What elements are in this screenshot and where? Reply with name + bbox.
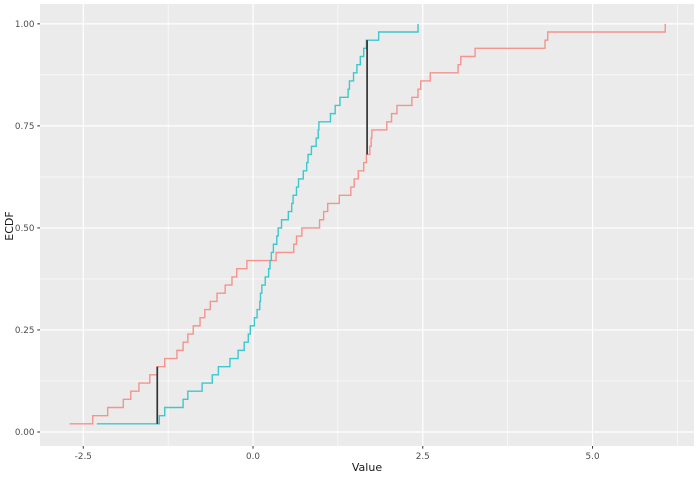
y-tick-label: 0.00 [15,428,35,438]
x-tick-label: -2.5 [75,452,92,462]
y-tick-label: 0.50 [15,224,35,234]
x-tick-label: 2.5 [416,452,430,462]
ecdf-curve-cyan-ecdf [96,23,419,425]
y-tick-label: 0.25 [15,326,35,336]
y-tick-label: 0.75 [15,122,35,132]
x-axis-title: Value [352,461,382,474]
y-axis-title: ECDF [3,211,16,240]
x-tick-label: 0.0 [246,452,260,462]
ecdf-curve-red-ecdf [69,23,666,425]
x-tick-label: 5.0 [586,452,600,462]
y-tick-label: 1.00 [15,20,35,30]
